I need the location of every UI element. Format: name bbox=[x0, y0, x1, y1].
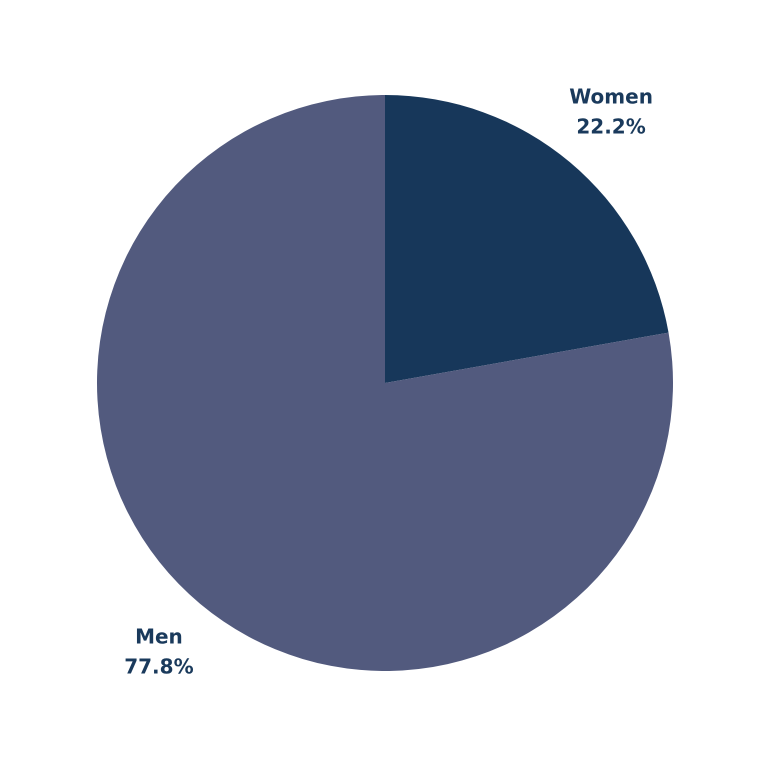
slice-value-label: 77.8% bbox=[124, 654, 193, 678]
pie-slice bbox=[97, 95, 673, 671]
pie-slice bbox=[385, 95, 669, 383]
slice-label: Men bbox=[135, 624, 183, 648]
slice-label: Women bbox=[569, 85, 653, 109]
slice-value-label: 22.2% bbox=[576, 115, 645, 139]
